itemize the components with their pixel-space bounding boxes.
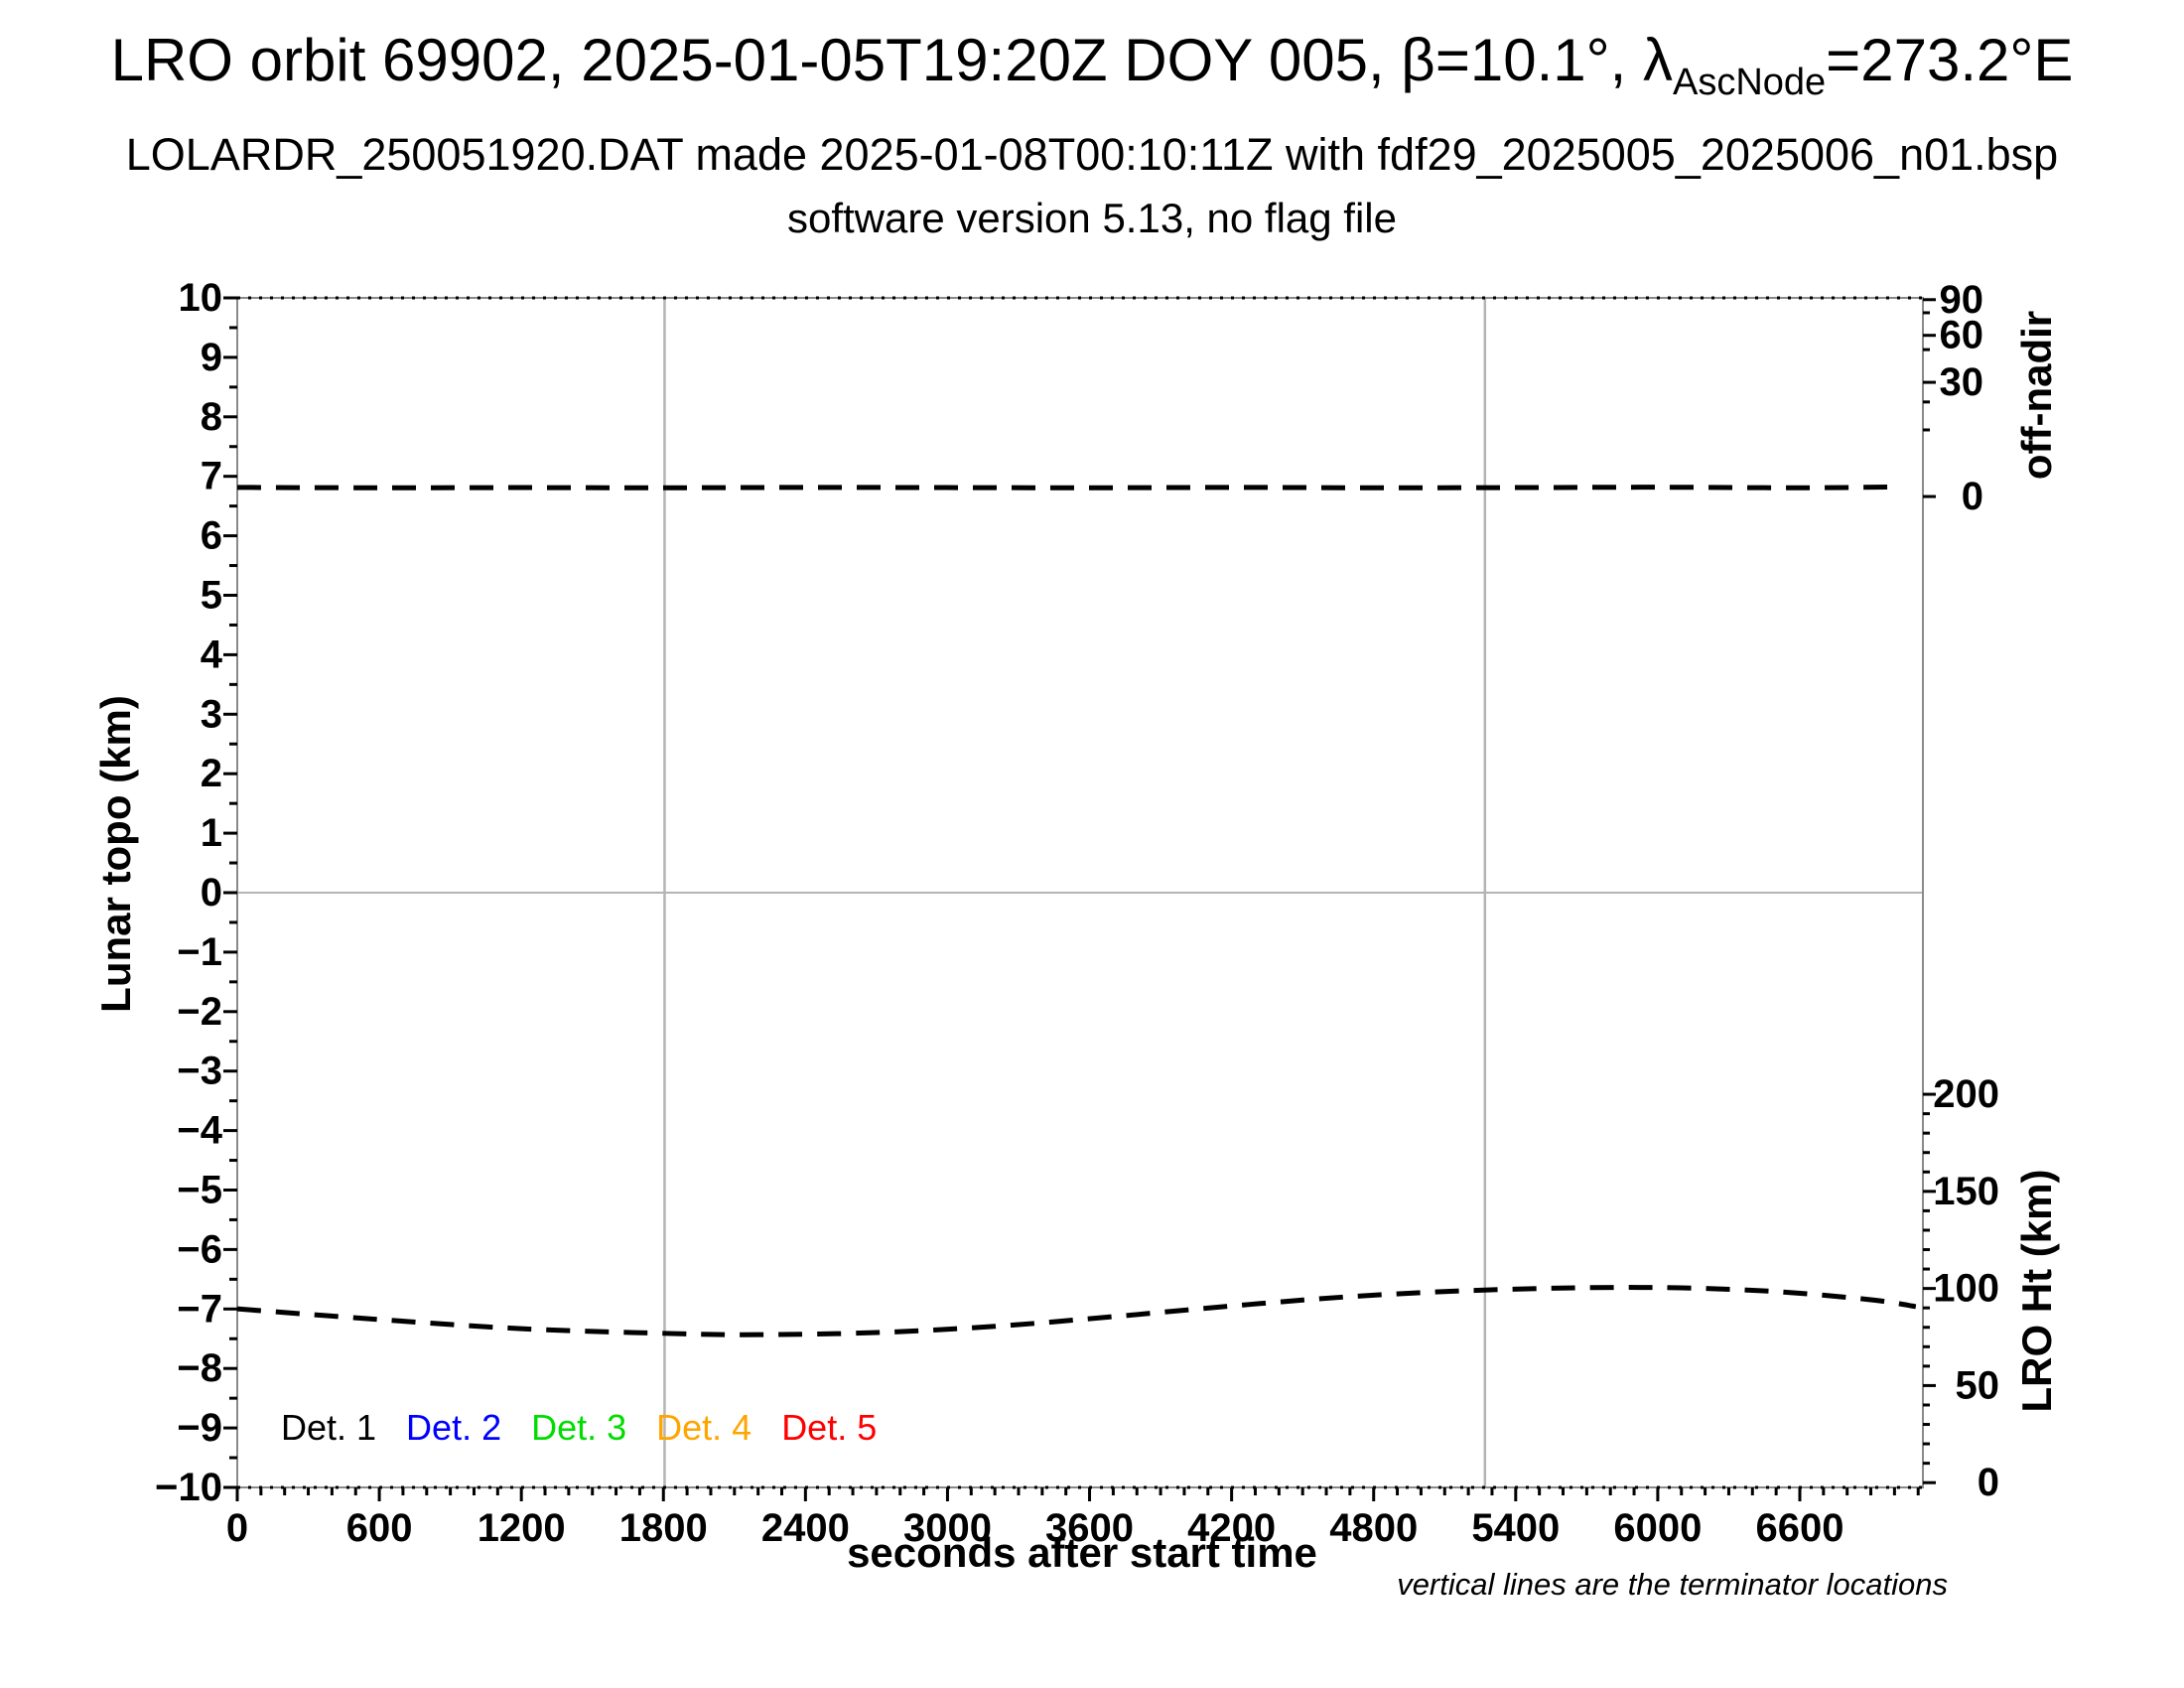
file-subtitle: LOLARDR_250051920.DAT made 2025-01-08T00…	[125, 129, 2059, 180]
svg-text:6: 6	[201, 514, 222, 558]
y-axis-label-left: Lunar topo (km)	[92, 695, 139, 1013]
svg-text:10: 10	[179, 276, 223, 320]
svg-text:50: 50	[1956, 1363, 2000, 1407]
svg-text:−4: −4	[177, 1109, 222, 1153]
svg-text:4200: 4200	[1187, 1506, 1276, 1550]
detector-legend: Det. 1 Det. 2 Det. 3 Det. 4 Det. 5	[281, 1407, 877, 1449]
svg-text:−2: −2	[177, 990, 222, 1034]
svg-text:6600: 6600	[1755, 1506, 1843, 1550]
svg-text:7: 7	[201, 455, 222, 498]
svg-text:0: 0	[1962, 475, 1983, 518]
svg-text:30: 30	[1940, 360, 1984, 404]
svg-text:5: 5	[201, 574, 222, 618]
svg-text:6000: 6000	[1613, 1506, 1702, 1550]
svg-text:60: 60	[1940, 314, 1984, 357]
legend-item-det3: Det. 3	[531, 1407, 627, 1448]
svg-text:0: 0	[1978, 1461, 1999, 1504]
svg-text:−1: −1	[177, 930, 222, 974]
svg-text:1200: 1200	[478, 1506, 566, 1550]
svg-text:600: 600	[346, 1506, 413, 1550]
terminator-note: vertical lines are the terminator locati…	[1397, 1567, 1948, 1602]
svg-text:200: 200	[1933, 1072, 1999, 1116]
legend-item-det1: Det. 1	[281, 1407, 377, 1448]
svg-text:−7: −7	[177, 1287, 222, 1331]
svg-text:−5: −5	[177, 1169, 222, 1212]
legend-item-det5: Det. 5	[781, 1407, 878, 1448]
svg-text:9: 9	[201, 336, 222, 379]
svg-text:90: 90	[1940, 278, 1984, 322]
svg-text:8: 8	[201, 395, 222, 439]
software-version-line: software version 5.13, no flag file	[786, 195, 1397, 241]
svg-text:3600: 3600	[1045, 1506, 1134, 1550]
svg-text:1: 1	[201, 811, 222, 855]
svg-text:−3: −3	[177, 1050, 222, 1093]
svg-text:−9: −9	[177, 1406, 222, 1450]
y-axis-label-off-nadir: off-nadir	[2013, 310, 2060, 481]
page-title: LRO orbit 69902, 2025-01-05T19:20Z DOY 0…	[0, 26, 2184, 104]
svg-text:−8: −8	[177, 1346, 222, 1390]
svg-text:0: 0	[201, 871, 222, 914]
svg-text:−6: −6	[177, 1227, 222, 1271]
svg-text:4800: 4800	[1329, 1506, 1418, 1550]
title-main: LRO orbit 69902, 2025-01-05T19:20Z DOY 0…	[110, 27, 1673, 93]
title-suffix: =273.2°E	[1826, 27, 2074, 93]
svg-text:0: 0	[226, 1506, 248, 1550]
legend-item-det2: Det. 2	[406, 1407, 502, 1448]
svg-text:100: 100	[1933, 1267, 1999, 1311]
legend-item-det4: Det. 4	[656, 1407, 752, 1448]
title-subscript: AscNode	[1672, 62, 1827, 103]
svg-text:3: 3	[201, 692, 222, 736]
svg-text:−10: −10	[155, 1466, 222, 1509]
svg-text:4: 4	[201, 633, 223, 676]
svg-text:2: 2	[201, 752, 222, 795]
y-axis-label-lro-ht: LRO Ht (km)	[2013, 1169, 2060, 1413]
svg-text:5400: 5400	[1471, 1506, 1560, 1550]
svg-text:1800: 1800	[619, 1506, 708, 1550]
x-axis-label: seconds after start time	[847, 1529, 1317, 1576]
svg-text:150: 150	[1933, 1170, 1999, 1213]
svg-text:2400: 2400	[761, 1506, 850, 1550]
svg-text:3000: 3000	[903, 1506, 992, 1550]
